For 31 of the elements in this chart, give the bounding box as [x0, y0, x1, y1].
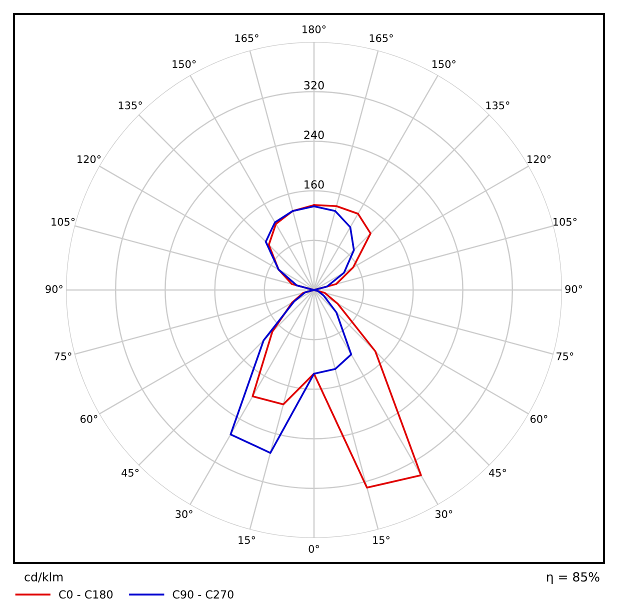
y-tick-label: 320 — [304, 81, 324, 90]
y-tick-label: 160 — [304, 180, 324, 189]
spoke-label: 180° — [302, 25, 326, 34]
spoke-label: 75° — [556, 352, 574, 360]
text: cd/klm — [24, 572, 63, 582]
spoke-label: 45° — [488, 468, 506, 477]
spoke-label: 90° — [565, 285, 582, 294]
legend-label: C0 - C180 — [59, 590, 113, 599]
spoke-label: 150° — [432, 60, 456, 68]
spoke-label: 165° — [370, 34, 393, 42]
spoke-label: 150° — [172, 60, 196, 68]
spoke-label: 75° — [54, 352, 72, 360]
spoke-label: 30° — [176, 510, 192, 518]
spoke-label: 165° — [235, 34, 258, 42]
spoke-label: 105° — [52, 218, 75, 226]
spoke-label: 135° — [118, 101, 142, 110]
spoke-label: 60° — [530, 415, 548, 423]
y-tick-label: 240 — [304, 130, 324, 140]
spoke-label: 45° — [122, 468, 139, 477]
spoke-label: 90° — [46, 285, 62, 294]
spoke-label: 120° — [528, 155, 551, 164]
spoke-label: 120° — [78, 155, 101, 164]
spoke-label: 15° — [238, 536, 255, 544]
legend-label: C90 - C270 — [172, 590, 234, 599]
spoke-label: 105° — [554, 218, 577, 226]
text: η = 85% — [547, 572, 600, 584]
spoke-label: 0° — [308, 544, 319, 553]
spoke-label: 15° — [373, 536, 390, 544]
spoke-label: 30° — [435, 510, 452, 518]
spoke-label: 60° — [80, 415, 98, 423]
spoke-label: 135° — [486, 101, 510, 110]
